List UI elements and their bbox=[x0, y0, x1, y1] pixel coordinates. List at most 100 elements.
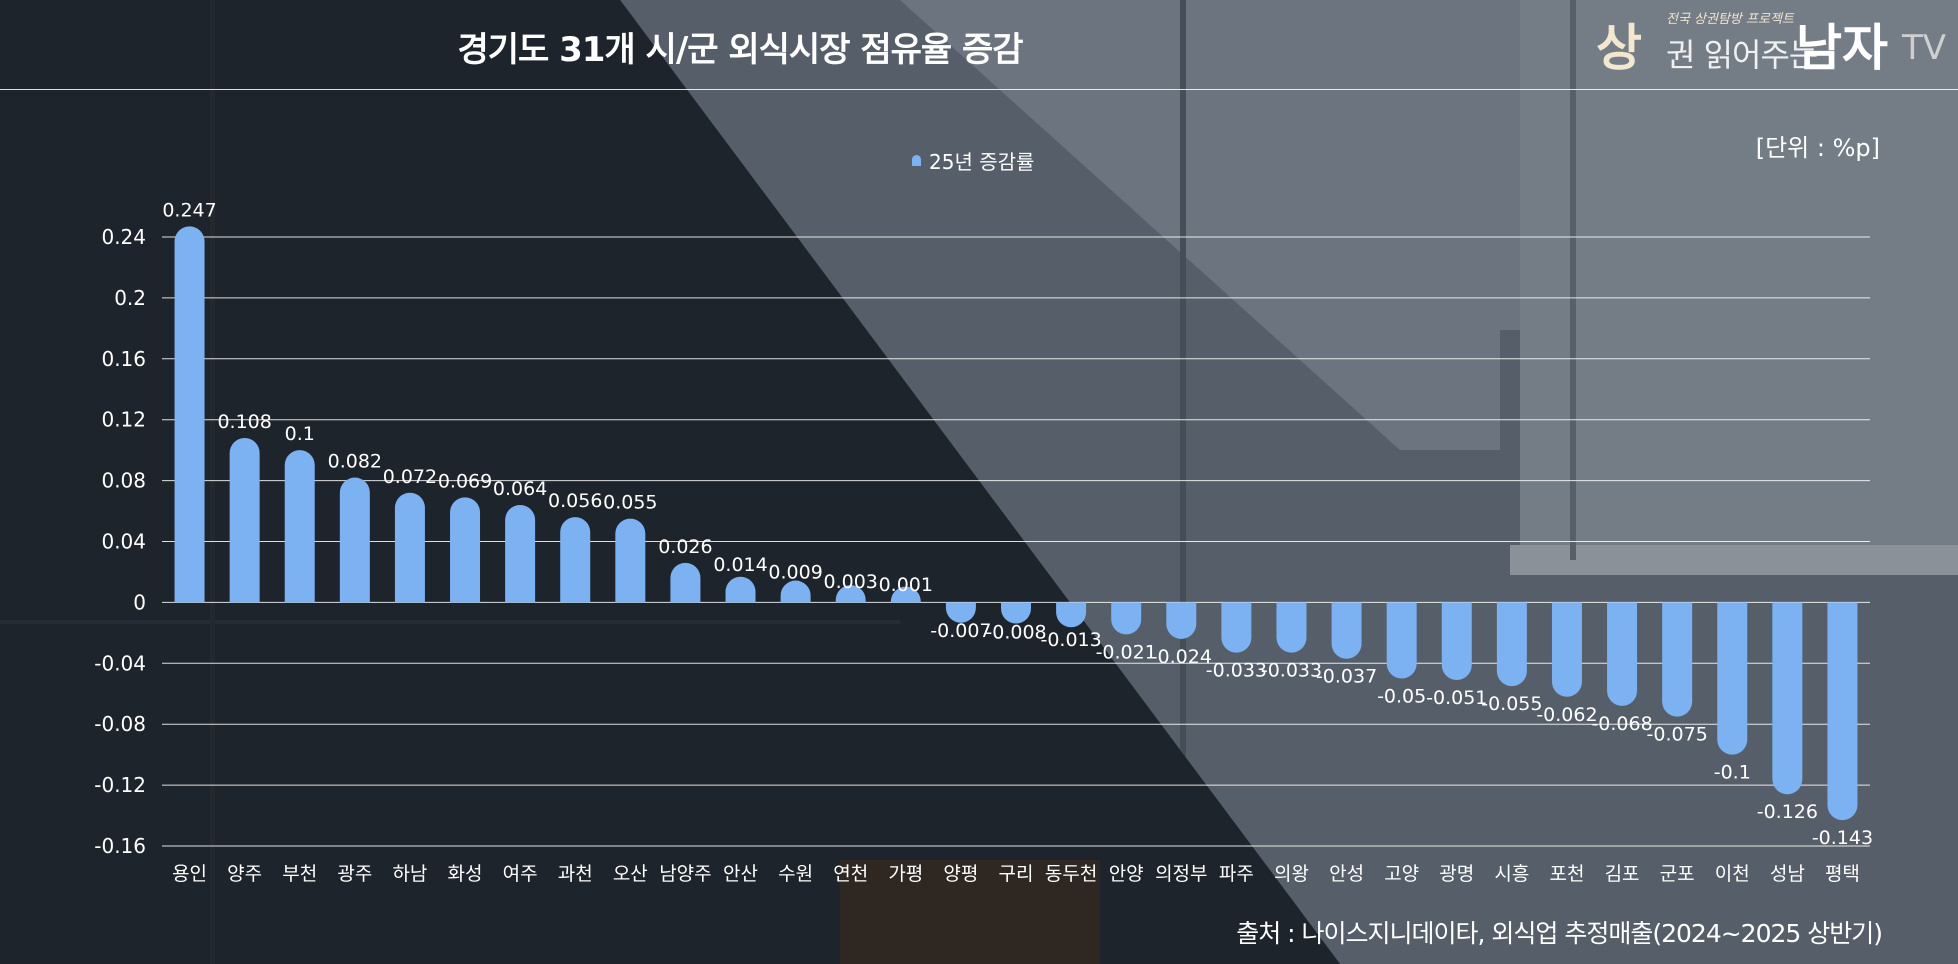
data-label: -0.055 bbox=[1481, 693, 1542, 715]
data-label: 0.247 bbox=[162, 199, 216, 221]
x-category-label: 연천 bbox=[833, 863, 868, 885]
data-label: -0.126 bbox=[1757, 801, 1818, 823]
bar-용인 bbox=[174, 226, 205, 603]
bar-과천 bbox=[560, 517, 591, 603]
x-category-label: 김포 bbox=[1605, 863, 1640, 885]
data-label: -0.05 bbox=[1377, 686, 1426, 708]
bar-부천 bbox=[284, 450, 315, 603]
data-label: -0.037 bbox=[1316, 666, 1377, 688]
logo-text-middle: 권 읽어주는 bbox=[1666, 36, 1818, 74]
x-category-label: 의왕 bbox=[1274, 863, 1309, 885]
data-label: 0.055 bbox=[603, 492, 657, 514]
x-category-label: 포천 bbox=[1549, 863, 1584, 885]
x-category-label: 양평 bbox=[943, 863, 978, 885]
y-tick-label: -0.16 bbox=[94, 834, 146, 858]
bar-화성 bbox=[450, 497, 481, 603]
bar-평택 bbox=[1827, 602, 1858, 821]
data-label: 0.056 bbox=[548, 490, 602, 512]
bar-연천 bbox=[835, 585, 866, 603]
x-category-label: 남양주 bbox=[659, 863, 711, 885]
y-tick-label: 0.12 bbox=[101, 408, 146, 432]
y-tick-label: 0.08 bbox=[101, 469, 146, 493]
bar-수원 bbox=[780, 580, 811, 603]
bar-김포 bbox=[1607, 602, 1638, 706]
y-tick-label: -0.04 bbox=[94, 651, 146, 675]
data-label: 0.082 bbox=[328, 451, 382, 473]
data-label: 0.009 bbox=[768, 562, 822, 584]
bar-안성 bbox=[1331, 602, 1362, 659]
legend-label: 25년 증감률 bbox=[929, 150, 1035, 174]
x-category-label: 안성 bbox=[1329, 863, 1364, 885]
bar-안산 bbox=[725, 576, 756, 603]
bar-파주 bbox=[1221, 602, 1252, 653]
bar-하남 bbox=[394, 492, 425, 603]
data-label: -0.033 bbox=[1261, 660, 1322, 682]
unit-label: [단위 : %p] bbox=[1755, 134, 1880, 162]
data-label: 0.014 bbox=[713, 554, 767, 576]
x-category-label: 수원 bbox=[778, 863, 813, 885]
y-tick-label: 0.16 bbox=[101, 347, 146, 371]
data-label: 0.069 bbox=[438, 470, 492, 492]
bar-군포 bbox=[1662, 602, 1693, 717]
data-label: -0.007 bbox=[930, 620, 991, 642]
x-category-label: 고양 bbox=[1384, 863, 1419, 885]
x-category-label: 용인 bbox=[172, 863, 207, 885]
x-category-label: 파주 bbox=[1219, 863, 1254, 885]
data-label: 0.1 bbox=[285, 423, 315, 445]
data-label: -0.013 bbox=[1040, 629, 1101, 651]
data-label: -0.068 bbox=[1591, 713, 1652, 735]
logo-char-1: 상 bbox=[1596, 19, 1642, 77]
data-label: 0.026 bbox=[658, 536, 712, 558]
bar-안양 bbox=[1111, 602, 1142, 635]
bar-양주 bbox=[229, 437, 260, 603]
x-category-label: 하남 bbox=[392, 863, 427, 885]
x-category-label: 안양 bbox=[1109, 863, 1144, 885]
data-label: 0.072 bbox=[383, 466, 437, 488]
title-divider bbox=[0, 89, 1958, 90]
y-tick-label: 0 bbox=[133, 590, 146, 614]
x-category-label: 이천 bbox=[1715, 863, 1750, 885]
x-category-label: 안산 bbox=[723, 863, 758, 885]
data-label: -0.008 bbox=[985, 622, 1046, 644]
bar-구리 bbox=[1001, 602, 1031, 624]
data-label: -0.075 bbox=[1647, 724, 1708, 746]
logo-tagline: 전국 상권탐방 프로젝트 bbox=[1666, 12, 1794, 27]
chart-legend: 25년 증감률 bbox=[912, 146, 1034, 175]
x-category-label: 과천 bbox=[558, 863, 593, 885]
x-category-label: 평택 bbox=[1825, 863, 1860, 885]
x-category-label: 성남 bbox=[1770, 863, 1805, 885]
logo-text-bold: 남자 bbox=[1796, 19, 1888, 77]
x-category-label: 여주 bbox=[503, 863, 538, 885]
x-category-label: 양주 bbox=[227, 863, 262, 885]
bar-오산 bbox=[615, 518, 646, 603]
bar-시흥 bbox=[1496, 602, 1527, 687]
data-label: -0.143 bbox=[1812, 827, 1873, 849]
data-label: -0.1 bbox=[1714, 762, 1751, 784]
x-category-label: 동두천 bbox=[1045, 863, 1097, 885]
y-tick-label: -0.08 bbox=[94, 712, 146, 736]
logo-tv: TV bbox=[1902, 28, 1947, 68]
data-label: -0.021 bbox=[1096, 641, 1157, 663]
x-category-label: 광주 bbox=[337, 863, 372, 885]
chart-title: 경기도 31개 시/군 외식시장 점유율 증감 bbox=[457, 30, 1023, 70]
y-tick-label: -0.12 bbox=[94, 773, 146, 797]
x-category-label: 군포 bbox=[1660, 863, 1695, 885]
x-category-label: 의정부 bbox=[1155, 863, 1207, 885]
data-label: -0.062 bbox=[1536, 704, 1597, 726]
bar-가평 bbox=[890, 586, 921, 603]
bar-고양 bbox=[1386, 602, 1417, 679]
x-category-label: 오산 bbox=[613, 863, 648, 885]
bar-여주 bbox=[505, 504, 536, 603]
x-category-label: 부천 bbox=[282, 863, 317, 885]
data-label: 0.001 bbox=[879, 574, 933, 596]
x-category-label: 가평 bbox=[888, 863, 923, 885]
data-label: -0.051 bbox=[1426, 687, 1487, 709]
x-category-label: 광명 bbox=[1439, 863, 1474, 885]
x-category-label: 시흥 bbox=[1494, 863, 1529, 885]
bar-의왕 bbox=[1276, 602, 1307, 653]
y-tick-label: 0.24 bbox=[101, 225, 146, 249]
channel-logo: 상 전국 상권탐방 프로젝트 권 읽어주는 남자 TV bbox=[1596, 6, 1947, 77]
bar-광명 bbox=[1441, 602, 1472, 681]
